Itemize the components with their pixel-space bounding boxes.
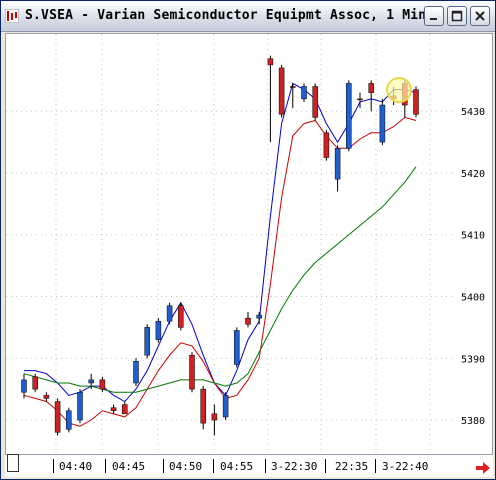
candle-body [32, 376, 38, 390]
candle-body [166, 305, 173, 322]
time-axis-label: 3-22:30 [271, 460, 318, 473]
candle-body [21, 379, 27, 393]
time-axis-tick [53, 459, 54, 473]
time-axis-label: 3-22:40 [382, 460, 429, 473]
candle-body [323, 132, 330, 158]
title-bar[interactable]: S.VSEA - Varian Semiconductor Equipmt As… [1, 1, 495, 32]
y-tick-label: 5380 [461, 416, 485, 427]
fast-ma-line [24, 82, 417, 403]
candle-body [99, 379, 106, 390]
y-tick-label: 5410 [461, 231, 485, 242]
app-icon[interactable] [5, 9, 19, 23]
time-axis-tick [375, 459, 376, 473]
candle-body [278, 67, 285, 115]
time-axis [5, 455, 493, 477]
time-axis-label: 04:45 [112, 460, 146, 473]
close-icon [475, 11, 485, 21]
minimize-button[interactable] [424, 6, 444, 26]
y-tick-label: 5400 [461, 293, 485, 304]
time-axis-tick [265, 459, 266, 473]
candle-body [379, 104, 386, 143]
candle-body [301, 86, 307, 100]
maximize-icon [451, 10, 463, 22]
window-title: S.VSEA - Varian Semiconductor Equipmt As… [25, 8, 427, 23]
time-axis-tick [213, 459, 214, 473]
close-button[interactable] [470, 6, 490, 26]
chart-area[interactable]: 5380 5390 5400 5410 5420 5430 [5, 33, 493, 455]
candle-body [211, 413, 218, 421]
time-axis-tick [105, 459, 106, 473]
maximize-button[interactable] [447, 6, 467, 26]
candle-body [222, 395, 229, 418]
candle-body [144, 327, 150, 356]
candle-body [346, 83, 352, 149]
candle-body [357, 98, 363, 101]
candle-body [245, 317, 251, 325]
candle-body [110, 407, 117, 412]
time-axis-label: 04:50 [169, 460, 203, 473]
candle-body [256, 314, 262, 319]
candle-body [54, 401, 61, 433]
time-axis-label: 22:35 [335, 460, 369, 473]
candlestick-chart[interactable]: 5380 5390 5400 5410 5420 5430 [6, 34, 492, 454]
candle-body [413, 89, 419, 115]
minimize-icon [430, 18, 437, 20]
candle-body [43, 395, 50, 399]
candle-body [368, 83, 374, 93]
candle-body [334, 148, 341, 180]
candle-body [66, 410, 72, 430]
cursor-highlight [386, 77, 412, 103]
time-axis-tick [325, 459, 326, 473]
candle-body [133, 361, 139, 384]
slow-ma-line [23, 166, 417, 393]
time-axis-label: 04:40 [59, 460, 93, 473]
time-axis-tick [163, 459, 164, 473]
candle-body [200, 388, 206, 424]
scroll-right-arrow-icon[interactable] [475, 461, 491, 475]
candle-body [178, 305, 184, 328]
scroll-thumb[interactable] [7, 454, 19, 472]
time-axis-label: 04:55 [220, 460, 254, 473]
y-tick-label: 5430 [461, 107, 485, 118]
candle-body [77, 391, 83, 421]
y-tick-label: 5390 [461, 354, 485, 365]
candle-body [189, 354, 195, 390]
candle-body [88, 379, 94, 384]
candle-body [122, 404, 128, 415]
candle-body [155, 320, 162, 340]
y-tick-label: 5420 [461, 169, 485, 180]
candle-body [290, 86, 296, 88]
candle-body [312, 86, 318, 118]
candle-body [267, 58, 274, 66]
mid-ma-line [23, 116, 417, 427]
candle-body [234, 330, 240, 365]
